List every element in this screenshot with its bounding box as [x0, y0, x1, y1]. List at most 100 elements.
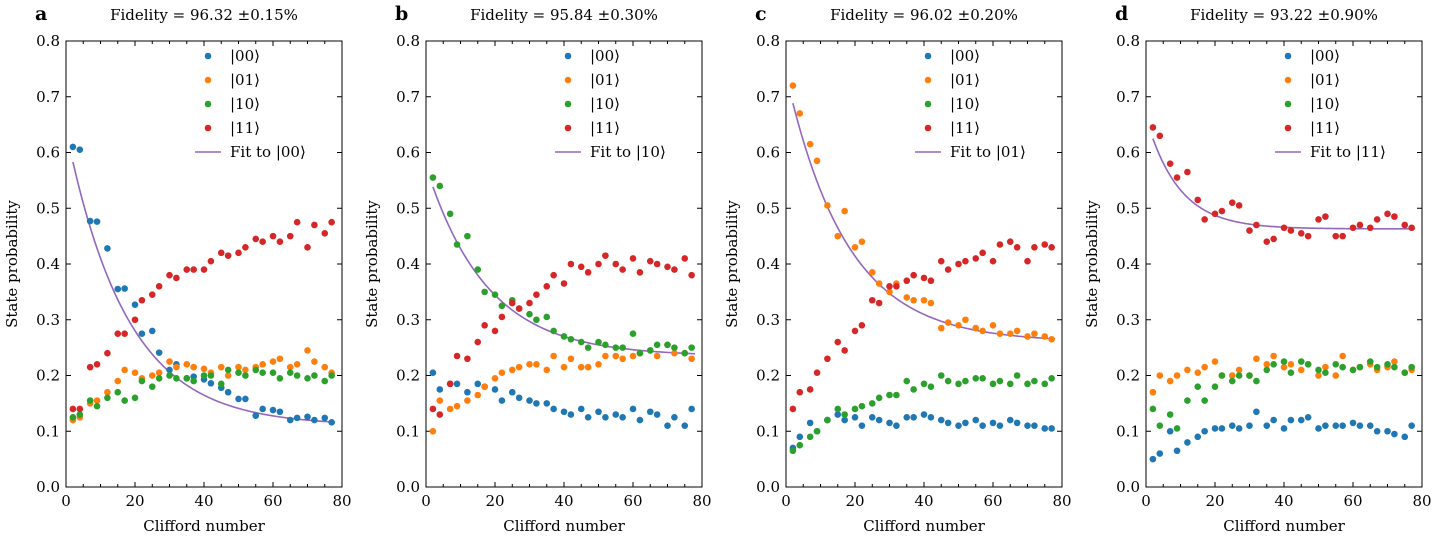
x-tick-label: 80: [332, 492, 351, 510]
data-point: [1184, 439, 1191, 446]
data-point: [646, 408, 654, 416]
data-point: [131, 369, 139, 377]
data-point: [824, 416, 831, 424]
data-point: [1235, 372, 1243, 379]
data-point: [1280, 358, 1288, 365]
data-point: [664, 341, 671, 349]
data-point: [1006, 416, 1014, 424]
x-tick-label: 60: [263, 492, 282, 510]
data-point: [937, 416, 945, 424]
data-point: [1041, 425, 1049, 432]
data-point: [577, 338, 585, 346]
data-point: [429, 369, 437, 377]
data-point: [217, 380, 225, 388]
data-point: [688, 271, 695, 279]
data-point: [429, 405, 437, 413]
data-point: [76, 411, 84, 418]
data-point: [1031, 422, 1038, 429]
data-point: [636, 416, 644, 424]
data-point: [858, 422, 866, 429]
legend-marker: [1284, 76, 1292, 84]
data-point: [1173, 425, 1181, 432]
data-point: [841, 207, 848, 215]
data-point: [1041, 241, 1049, 248]
data-point: [1339, 363, 1346, 371]
legend-marker: [924, 52, 932, 60]
data-point: [217, 249, 225, 257]
data-point: [681, 255, 689, 262]
data-point: [1315, 216, 1322, 223]
legend-label: Fit to |01⟩: [950, 143, 1026, 161]
data-point: [560, 408, 568, 416]
data-point: [286, 369, 294, 377]
data-point: [276, 355, 284, 363]
data-point: [1408, 363, 1415, 371]
data-point: [989, 419, 997, 427]
data-point: [1304, 414, 1312, 421]
data-point: [834, 232, 842, 240]
data-point: [612, 411, 620, 418]
data-point: [1401, 433, 1409, 441]
data-point: [813, 427, 821, 435]
data-point: [429, 427, 437, 435]
legend-label: |01⟩: [950, 71, 980, 89]
legend-marker: [924, 100, 932, 108]
data-point: [1322, 363, 1329, 371]
data-point: [269, 232, 277, 240]
y-tick-label: 0.6: [36, 144, 60, 162]
y-tick-label: 0.1: [396, 422, 420, 440]
data-point: [474, 266, 482, 273]
data-point: [944, 266, 952, 273]
data-point: [252, 366, 260, 374]
data-point: [1235, 202, 1243, 209]
data-point: [259, 238, 266, 245]
data-point: [1270, 235, 1277, 243]
data-point: [207, 257, 215, 265]
panel-title: Fidelity = 95.84 ±0.30%: [470, 6, 658, 24]
data-point: [1332, 232, 1340, 240]
data-point: [86, 397, 94, 404]
data-point: [996, 330, 1004, 337]
data-point: [543, 283, 551, 290]
data-point: [446, 405, 454, 413]
fit-curve: [72, 161, 336, 423]
data-point: [224, 252, 232, 259]
data-point: [453, 402, 461, 410]
y-tick-label: 0.5: [1116, 199, 1140, 217]
data-point: [1048, 243, 1055, 251]
data-point: [269, 369, 277, 377]
legend-label: Fit to |10⟩: [590, 143, 666, 161]
data-point: [1166, 160, 1174, 167]
y-tick-label: 0.8: [36, 32, 60, 50]
data-point: [69, 405, 77, 413]
data-point: [1041, 380, 1049, 388]
data-point: [1013, 327, 1021, 335]
data-point: [550, 271, 557, 279]
data-point: [166, 372, 173, 379]
legend-label: |10⟩: [590, 95, 620, 113]
data-point: [1156, 372, 1164, 379]
data-point: [996, 241, 1004, 248]
y-tick-label: 0.5: [36, 199, 60, 217]
data-point: [979, 249, 986, 257]
data-point: [944, 377, 952, 385]
data-point: [619, 266, 626, 273]
data-point: [602, 252, 609, 259]
x-axis-label: Clifford number: [1223, 517, 1345, 535]
data-point: [526, 397, 533, 404]
data-point: [688, 344, 695, 351]
legend-marker: [924, 124, 932, 132]
data-point: [131, 301, 139, 309]
data-point: [834, 405, 842, 413]
data-point: [93, 361, 101, 368]
data-point: [464, 355, 471, 363]
y-tick-label: 0.4: [756, 255, 780, 273]
data-point: [1384, 210, 1391, 218]
data-point: [653, 341, 661, 349]
x-tick-label: 80: [692, 492, 711, 510]
data-point: [166, 358, 173, 365]
data-point: [533, 361, 540, 368]
x-tick-label: 40: [194, 492, 213, 510]
data-point: [235, 363, 242, 371]
series-3: [69, 218, 335, 413]
